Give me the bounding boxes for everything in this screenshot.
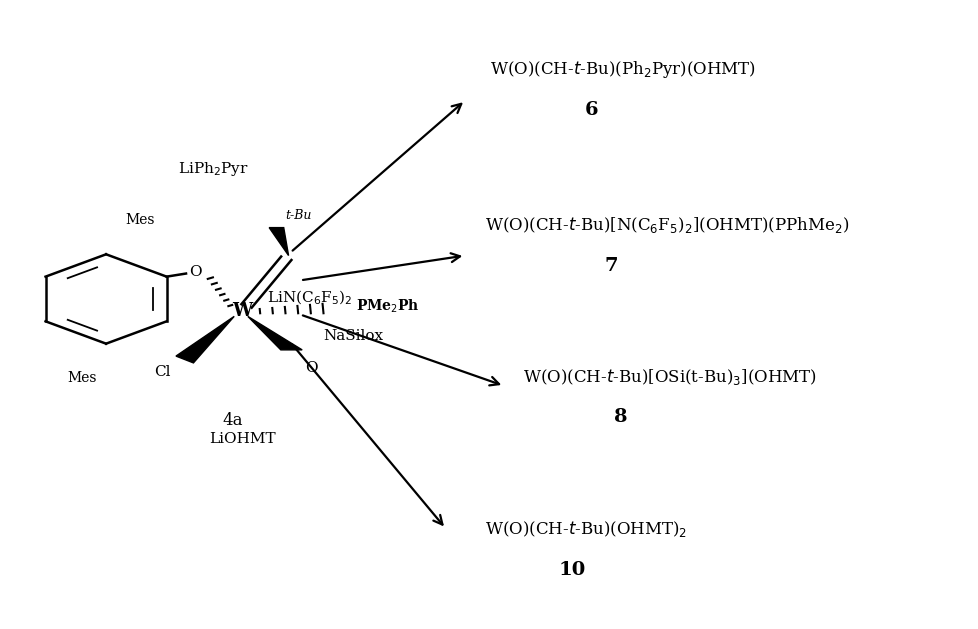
Text: 10: 10 [557,561,585,579]
Text: W(O)(CH-$t$-Bu)[N(C$_6$F$_5$)$_2$](OHMT)(PPhMe$_2$): W(O)(CH-$t$-Bu)[N(C$_6$F$_5$)$_2$](OHMT)… [484,214,848,235]
Text: LiN(C$_6$F$_5$)$_2$: LiN(C$_6$F$_5$)$_2$ [267,289,352,307]
Text: O: O [189,265,201,279]
Text: W: W [232,303,251,320]
Polygon shape [247,316,302,350]
Text: O: O [305,362,318,376]
Text: 6: 6 [584,101,598,119]
Text: LiOHMT: LiOHMT [208,431,275,445]
Text: 4a: 4a [222,411,243,428]
Polygon shape [269,228,289,255]
Text: 8: 8 [613,408,627,426]
Text: LiPh$_2$Pyr: LiPh$_2$Pyr [177,160,248,177]
Polygon shape [176,316,234,363]
Text: W(O)(CH-$t$-Bu)(Ph$_2$Pyr)(OHMT): W(O)(CH-$t$-Bu)(Ph$_2$Pyr)(OHMT) [489,59,755,80]
Text: Mes: Mes [125,213,155,227]
Text: W(O)(CH-$t$-Bu)(OHMT)$_2$: W(O)(CH-$t$-Bu)(OHMT)$_2$ [484,519,687,538]
Text: Mes: Mes [67,371,97,385]
Text: t-Bu: t-Bu [285,209,311,221]
Text: NaSilox: NaSilox [323,329,383,343]
Text: W(O)(CH-$t$-Bu)[OSi(t-Bu)$_3$](OHMT): W(O)(CH-$t$-Bu)[OSi(t-Bu)$_3$](OHMT) [523,367,817,387]
Text: PMe$_2$Ph: PMe$_2$Ph [355,298,419,315]
Text: Cl: Cl [154,365,170,379]
Text: 7: 7 [603,257,617,275]
